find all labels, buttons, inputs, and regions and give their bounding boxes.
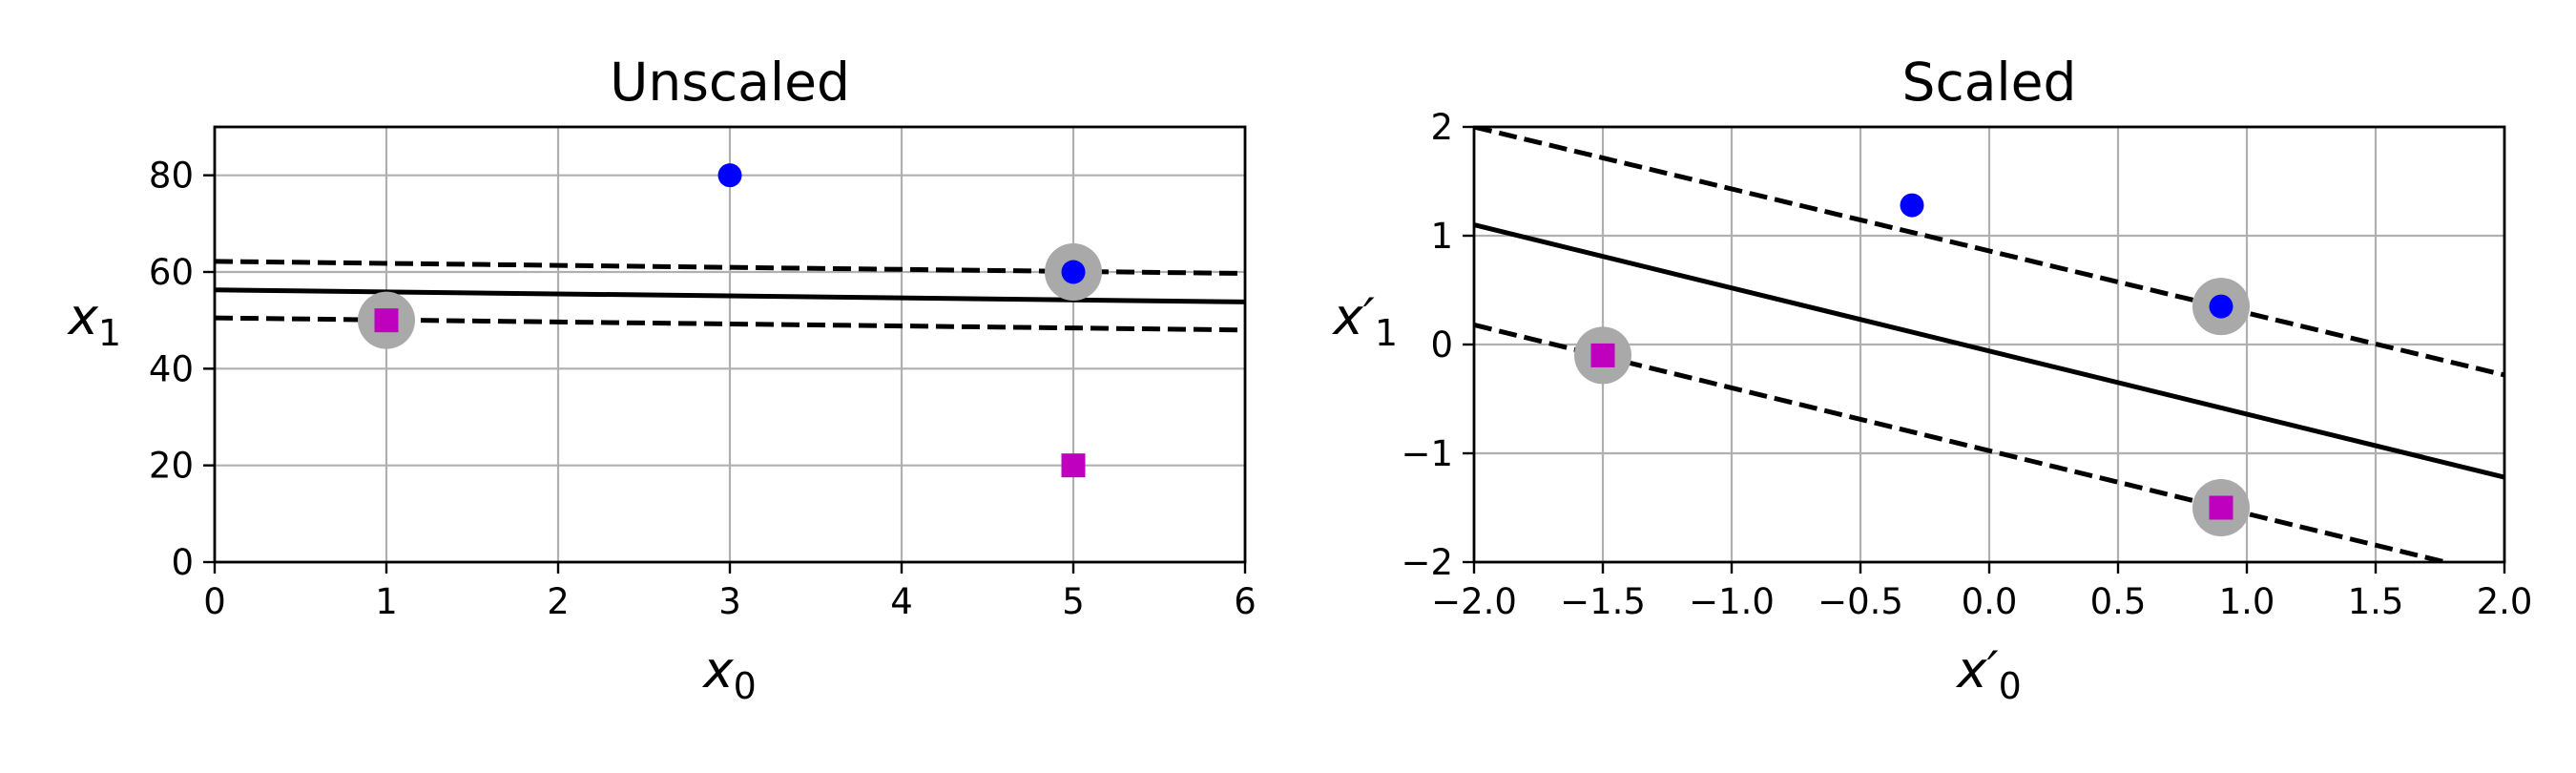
unscaled-ytick-label-80: 80 bbox=[149, 156, 194, 197]
scaled-xtick-label-2-0: 2.0 bbox=[2477, 581, 2533, 622]
scaled-circle-point-1 bbox=[2209, 294, 2233, 319]
scaled-xtick-label-0-5: −0.5 bbox=[1818, 581, 1903, 622]
unscaled-ytick-label-0: 0 bbox=[171, 542, 194, 583]
scaled-chart-title: Scaled bbox=[1902, 52, 2077, 113]
unscaled-square-point-1 bbox=[1061, 453, 1086, 478]
scaled-ytick-label-1: 1 bbox=[1430, 216, 1453, 257]
scaled-ytick-label-2: −2 bbox=[1401, 542, 1453, 583]
scaled-lines bbox=[1474, 127, 2504, 562]
scaled-square-point-0 bbox=[1590, 343, 1615, 367]
unscaled-circle-point-0 bbox=[717, 163, 742, 188]
scaled-xtick-label-1-5: −1.5 bbox=[1560, 581, 1646, 622]
unscaled-xtick-label-5: 5 bbox=[1062, 581, 1085, 622]
scaled-xtick-label-0-0: 0.0 bbox=[1962, 581, 2018, 622]
scaled-margin-line-2 bbox=[1474, 323, 2446, 562]
unscaled-xtick-label-6: 6 bbox=[1234, 581, 1257, 622]
unscaled-square-point-0 bbox=[374, 308, 399, 333]
scaled-decision-boundary bbox=[1474, 222, 2504, 480]
unscaled-xtick-label-4: 4 bbox=[890, 581, 913, 622]
scaled-margin-line-1 bbox=[1474, 127, 2504, 378]
scaled-ytick-label-2: 2 bbox=[1430, 107, 1453, 148]
scaled-xtick-label-2-0: −2.0 bbox=[1431, 581, 1517, 622]
scaled-x-axis-label: x′0 bbox=[1955, 641, 2022, 707]
scaled-ytick-label-0: 0 bbox=[1430, 324, 1453, 366]
unscaled-chart-title: Unscaled bbox=[610, 52, 850, 113]
scaled-y-axis-label: x′1 bbox=[1331, 288, 1398, 354]
unscaled-xtick-label-1: 1 bbox=[375, 581, 398, 622]
scaled-square-point-1 bbox=[2209, 495, 2233, 520]
unscaled-xtick-label-3: 3 bbox=[718, 581, 741, 622]
unscaled-xtick-label-2: 2 bbox=[547, 581, 570, 622]
unscaled-ytick-label-40: 40 bbox=[149, 348, 194, 389]
scaled-xtick-label-0-5: 0.5 bbox=[2090, 581, 2147, 622]
unscaled-y-axis-label: x1 bbox=[66, 288, 121, 354]
scaled-xtick-label-1-0: −1.0 bbox=[1689, 581, 1775, 622]
scaled-ytick-label-1: −1 bbox=[1401, 433, 1453, 474]
unscaled-x-axis-label: x0 bbox=[701, 641, 757, 707]
scaled-xtick-label-1-0: 1.0 bbox=[2219, 581, 2275, 622]
scaled-circle-point-0 bbox=[1900, 193, 1924, 218]
scaled-xtick-label-1-5: 1.5 bbox=[2348, 581, 2404, 622]
unscaled-ytick-label-20: 20 bbox=[149, 446, 194, 487]
unscaled-circle-point-1 bbox=[1061, 260, 1086, 284]
unscaled-ytick-label-60: 60 bbox=[149, 252, 194, 293]
unscaled-xtick-label-0: 0 bbox=[203, 581, 226, 622]
scaled-panel: −2.0 −1.5 −1.0 −0.5 0.0 0.5 1.0 1.5 2.0 −2 −1 0 1 2 Sc… bbox=[1331, 52, 2532, 707]
